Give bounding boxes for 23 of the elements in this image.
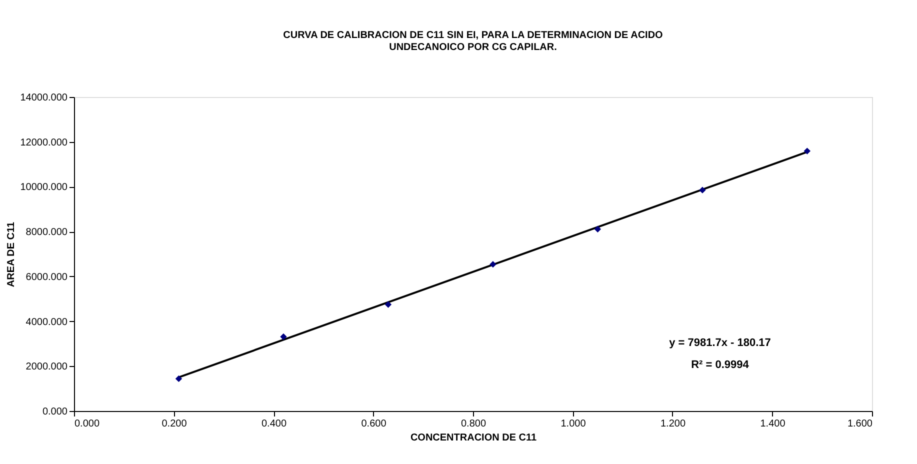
x-axis-title: CONCENTRACION DE C11	[410, 432, 537, 444]
annotation: R² = 0.9994	[691, 359, 750, 371]
text: UNDECANOICO POR CG CAPILAR.	[389, 42, 557, 53]
y-tick-label: 10000.000	[20, 182, 68, 194]
y-tick-label: 6000.000	[26, 272, 68, 283]
y-tick-label: 12000.000	[20, 137, 68, 148]
text: CURVA DE CALIBRACION DE C11 SIN EI, PARA LA DETERMINACION DE ACIDO	[283, 30, 663, 41]
x-tick-label: 0.200	[162, 418, 188, 430]
x-tick-label: 0.800	[460, 418, 486, 430]
y-tick-label: 14000.000	[20, 92, 68, 104]
y-tick-label: 4000.000	[26, 316, 68, 328]
x-tick-label: 0.400	[261, 418, 287, 430]
y-tick-label: 0.000	[42, 406, 68, 418]
y-tick-label: 8000.000	[26, 227, 68, 238]
y-axis-title: AREA DE C11	[6, 221, 18, 288]
x-tick-label: 0.600	[361, 418, 387, 430]
x-tick-label: 1.000	[560, 418, 586, 430]
y-tick-label: 2000.000	[26, 362, 68, 373]
x-tick-label: 0.000	[74, 418, 100, 430]
annotation: y = 7981.7x - 180.17	[669, 337, 771, 349]
x-tick-label: 1.200	[660, 418, 686, 430]
x-tick-label: 1.600	[847, 418, 873, 430]
x-tick-label: 1.400	[760, 418, 786, 430]
